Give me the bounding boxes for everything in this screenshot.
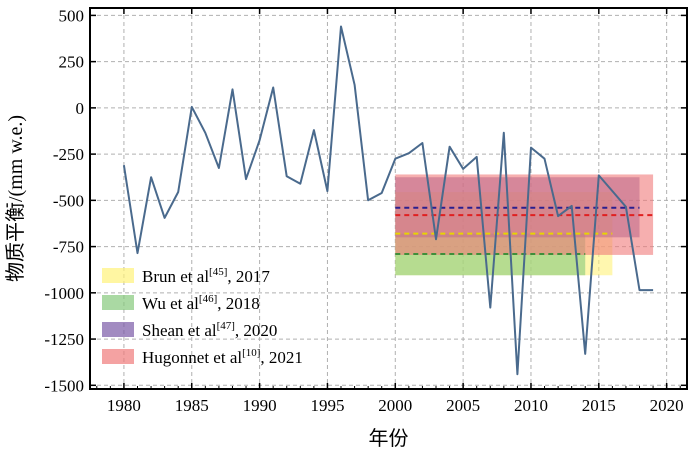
axes: 1980 1985 1990 1995 2000 2005 2010 2015 2020 500 2…	[44, 6, 688, 415]
y-tick-label: -1250	[44, 330, 84, 349]
series-layer	[122, 25, 654, 376]
legend-swatch	[102, 349, 134, 364]
x-tick-label: 1980	[107, 396, 141, 415]
y-tick-label: 250	[59, 53, 85, 72]
legend-label: Brun et al[45], 2017	[142, 266, 270, 286]
y-tick-label: -250	[53, 145, 84, 164]
y-tick-label: 0	[76, 99, 85, 118]
legend-swatch	[102, 322, 134, 337]
series-line	[122, 25, 654, 376]
y-tick-label: -1500	[44, 376, 84, 395]
legend-label: Shean et al[47], 2020	[142, 320, 277, 340]
x-tick-label: 2020	[650, 396, 684, 415]
legend-swatch	[102, 268, 134, 283]
x-tick-label: 2005	[446, 396, 480, 415]
x-tick-label: 1995	[310, 396, 344, 415]
plot-frame	[89, 7, 688, 390]
legend-label: Hugonnet et al[10], 2021	[142, 347, 303, 367]
x-axis-title: 年份	[369, 427, 409, 450]
y-axis-title: 物质平衡/(mm w.e.)	[4, 115, 27, 282]
legend-label: Wu et al[46], 2018	[142, 293, 260, 313]
y-tick-label: -1000	[44, 284, 84, 303]
x-tick-label: 2010	[514, 396, 548, 415]
y-tick-label: 500	[59, 6, 85, 25]
y-tick-label: -750	[53, 238, 84, 257]
legend: Brun et al[45], 2017 Wu et al[46], 2018 Sh…	[102, 266, 303, 367]
legend-swatch	[102, 295, 134, 310]
x-tick-label: 1990	[243, 396, 277, 415]
x-tick-label: 2015	[582, 396, 616, 415]
x-tick-label: 1985	[175, 396, 209, 415]
y-tick-label: -500	[53, 191, 84, 210]
x-tick-label: 2000	[378, 396, 412, 415]
